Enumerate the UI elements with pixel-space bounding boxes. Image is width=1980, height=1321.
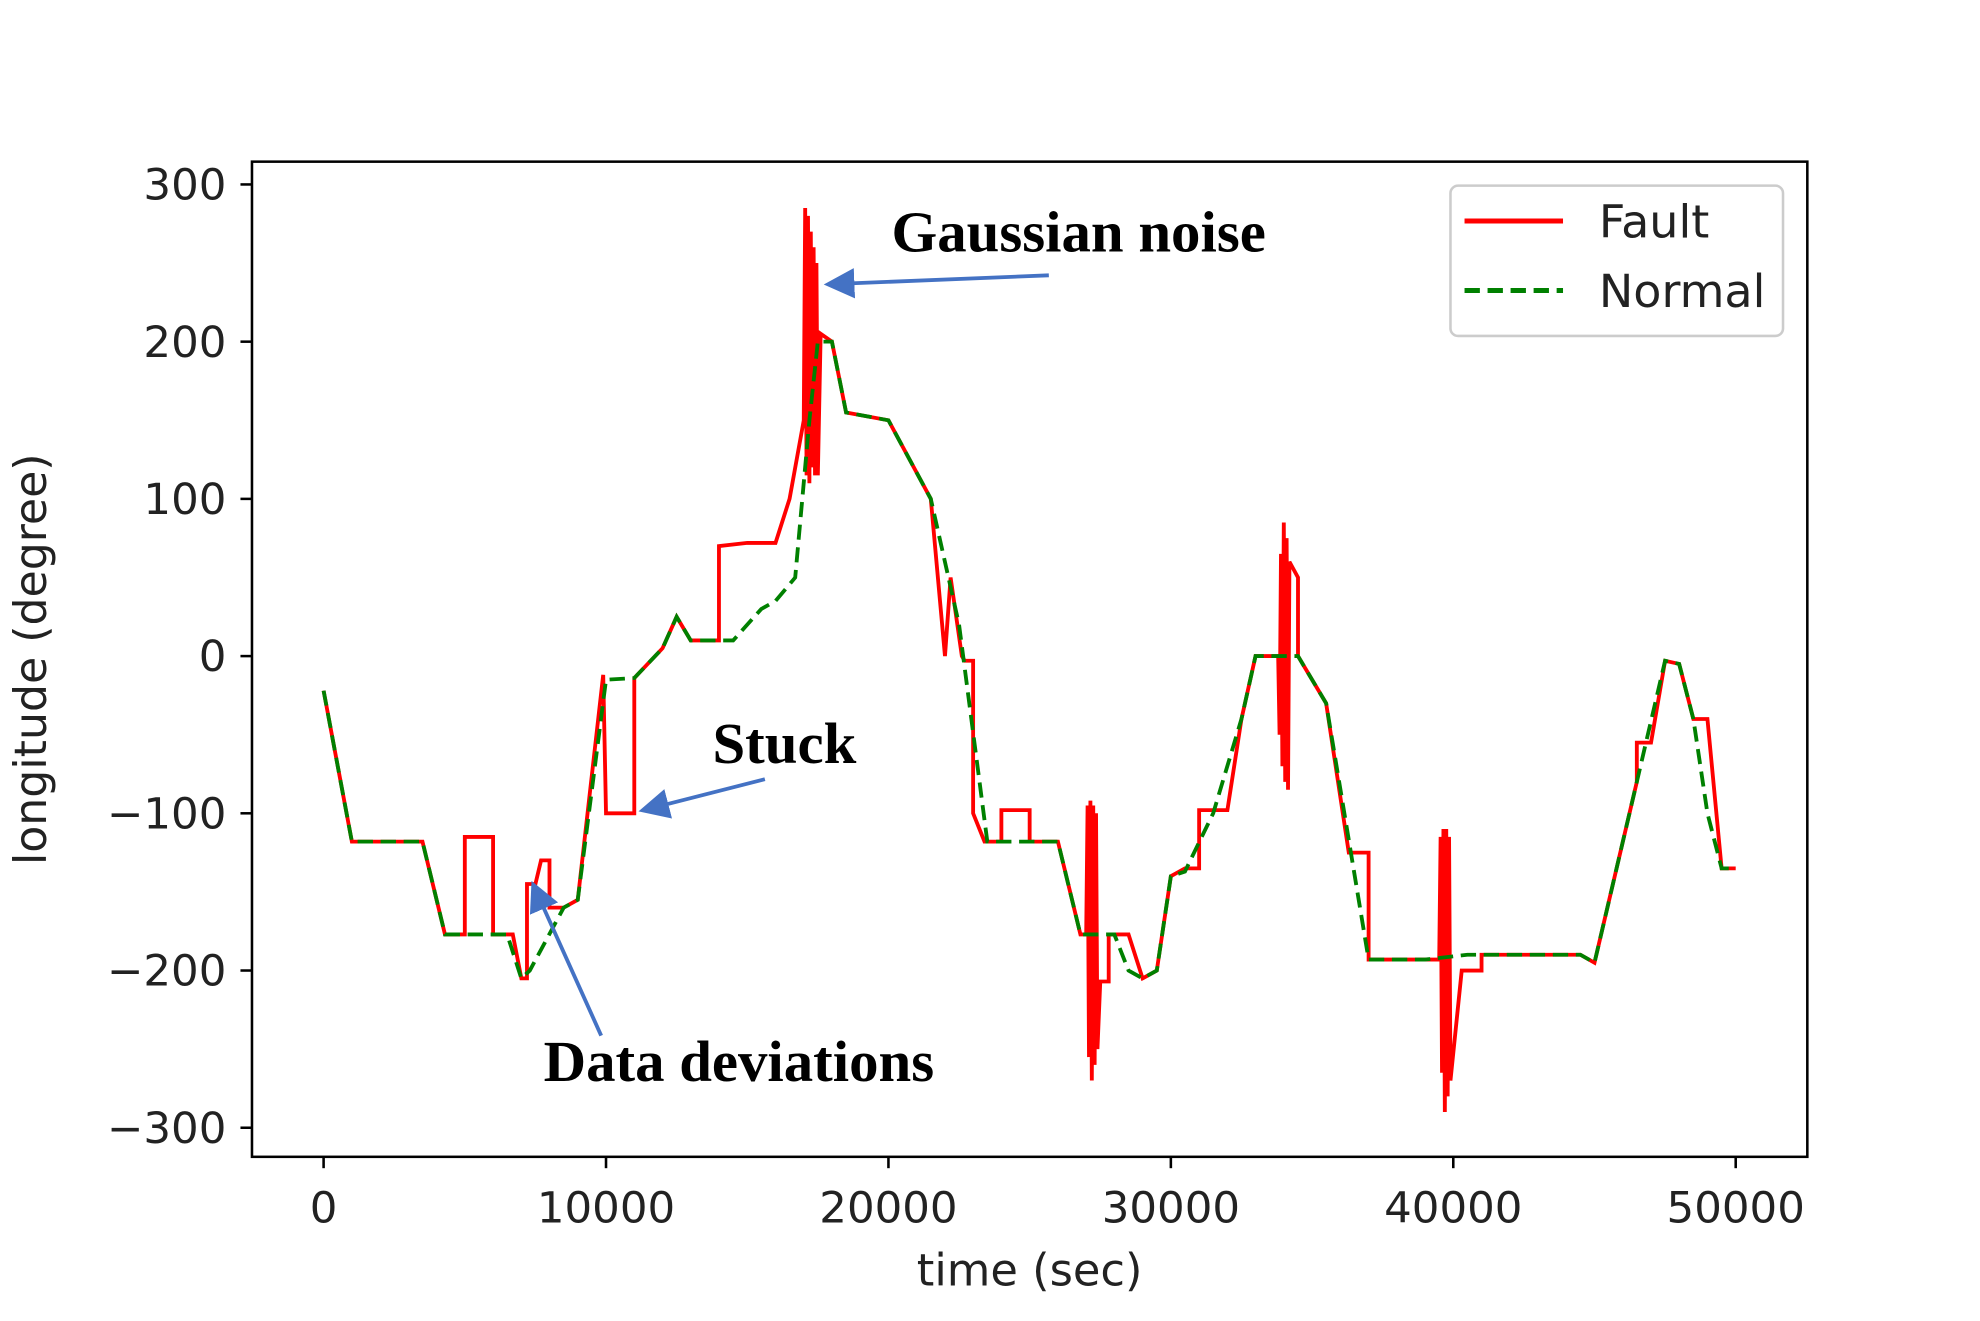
y-tick-label: 0 bbox=[199, 632, 227, 682]
x-tick-label: 10000 bbox=[537, 1184, 675, 1234]
plot-area bbox=[321, 207, 1736, 1112]
annotation: Stuck bbox=[712, 711, 856, 776]
y-tick-label: −300 bbox=[107, 1104, 226, 1154]
y-tick-label: 100 bbox=[143, 475, 226, 525]
legend: Fault Normal bbox=[1449, 184, 1785, 338]
x-tick-label: 50000 bbox=[1667, 1184, 1805, 1234]
x-tick-label: 40000 bbox=[1384, 1184, 1522, 1234]
axes-frame bbox=[250, 160, 1809, 1159]
x-tick-label: 0 bbox=[310, 1184, 338, 1234]
y-axis-label: longitude (degree) bbox=[6, 453, 57, 865]
y-tick-label: 200 bbox=[143, 318, 226, 368]
data-line bbox=[321, 207, 1736, 1112]
x-tick-label: 20000 bbox=[819, 1184, 957, 1234]
x-tick-label: 30000 bbox=[1102, 1184, 1240, 1234]
legend-label: Normal bbox=[1599, 265, 1766, 318]
x-axis-label: time (sec) bbox=[917, 1246, 1143, 1297]
y-tick-label: −200 bbox=[107, 947, 226, 997]
legend-label: Fault bbox=[1599, 196, 1709, 249]
annotation-arrow bbox=[823, 268, 1049, 299]
annotation-arrow bbox=[529, 880, 603, 1037]
annotation: Gaussian noise bbox=[892, 200, 1266, 265]
annotation: Data deviations bbox=[544, 1029, 935, 1094]
data-line bbox=[321, 339, 1736, 982]
y-tick-label: 300 bbox=[143, 161, 226, 211]
y-tick-label: −100 bbox=[107, 790, 226, 840]
annotation-arrow bbox=[638, 777, 766, 819]
